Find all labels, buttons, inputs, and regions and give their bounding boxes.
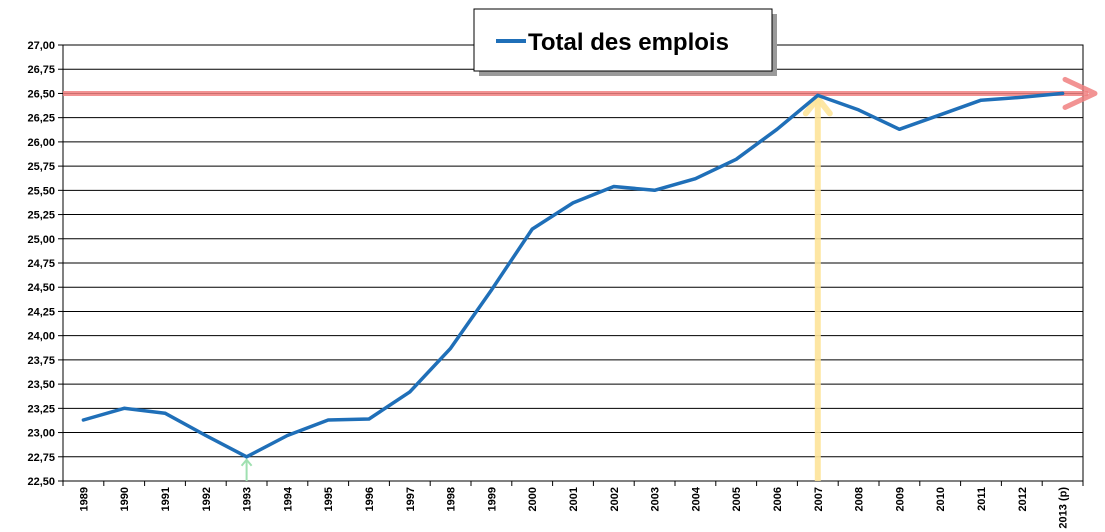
y-tick-label: 26,50 [27,88,55,100]
data-point [653,188,657,192]
x-tick-label: 2010 [935,487,947,511]
series-line-total-des-emplois [81,91,1065,459]
y-tick-label: 25,75 [27,161,55,173]
y-tick-label: 22,75 [27,452,55,464]
x-tick-label: 2013 (p) [1058,487,1070,529]
data-point [367,417,371,421]
y-tick-label: 23,50 [27,379,55,391]
x-tick-label: 2000 [527,487,539,511]
data-point [285,433,289,437]
legend: Total des emplois [473,8,777,76]
x-tick-label: 1993 [242,487,254,511]
gridlines [58,44,1084,486]
y-tick-label: 24,50 [27,282,55,294]
y-tick-label: 25,50 [27,185,55,197]
data-point [163,411,167,415]
data-point [122,406,126,410]
x-tick-label: 2012 [1017,487,1029,511]
y-tick-label: 24,25 [27,306,55,318]
x-tick-label: 1994 [282,486,294,511]
x-axis-tick-labels: 1989 1990 1991 1992 1993 1994 1995 1996 1997 1998… [78,486,1069,528]
min-arrow-head [240,458,253,467]
data-point [204,433,208,437]
x-tick-label: 2006 [772,487,784,511]
x-tick-label: 1998 [446,487,458,511]
y-tick-label: 26,00 [27,137,55,149]
reference-arrow-head [1062,76,1098,110]
data-point [775,127,779,131]
y-tick-label: 26,25 [27,113,55,125]
x-tick-label: 1990 [119,487,131,511]
data-point [530,227,534,231]
legend-label: Total des emplois [528,29,729,56]
data-point [857,108,861,112]
data-point [979,98,983,102]
data-point [1061,91,1065,95]
data-point [938,113,942,117]
y-tick-label: 24,75 [27,258,55,270]
annotations [63,76,1098,481]
x-tick-label: 1992 [201,487,213,511]
x-tick-label: 1995 [323,487,335,511]
y-tick-label: 25,25 [27,210,55,222]
data-point [408,390,412,394]
y-tick-label: 26,75 [27,64,55,76]
data-point [897,127,901,131]
x-tick-label: 1996 [364,487,376,511]
y-tick-label: 25,00 [27,234,55,246]
x-tick-label: 2007 [813,487,825,511]
y-tick-label: 22,50 [27,476,55,488]
x-tick-label: 2002 [609,487,621,511]
x-tick-label: 2008 [854,487,866,511]
x-tick-label: 1989 [78,487,90,511]
data-point [1020,95,1024,99]
data-point [489,288,493,292]
x-tick-label: 2004 [690,486,702,511]
y-axis-tick-labels: 22,50 22,75 23,00 23,25 23,50 23,75 24,00 24,25… [27,40,55,488]
data-point [693,177,697,181]
x-tick-label: 1991 [160,487,172,511]
data-point [449,346,453,350]
x-tick-label: 2001 [568,487,580,511]
series-lines [81,91,1065,459]
data-point [81,418,85,422]
x-tick-label: 1999 [486,487,498,511]
peak-arrow-head [802,95,833,117]
y-tick-label: 27,00 [27,40,55,52]
x-tick-label: 2005 [731,487,743,511]
y-tick-label: 23,25 [27,403,55,415]
x-tick-label: 1997 [405,487,417,511]
x-tick-label: 2009 [894,487,906,511]
x-tick-label: 2003 [650,487,662,511]
data-point [326,418,330,422]
data-point [571,201,575,205]
data-point [816,93,820,97]
x-tick-label: 2011 [976,487,988,511]
data-point [245,455,249,459]
y-tick-label: 23,00 [27,428,55,440]
y-tick-label: 24,00 [27,331,55,343]
y-tick-label: 23,75 [27,355,55,367]
data-point [612,184,616,188]
data-point [734,157,738,161]
